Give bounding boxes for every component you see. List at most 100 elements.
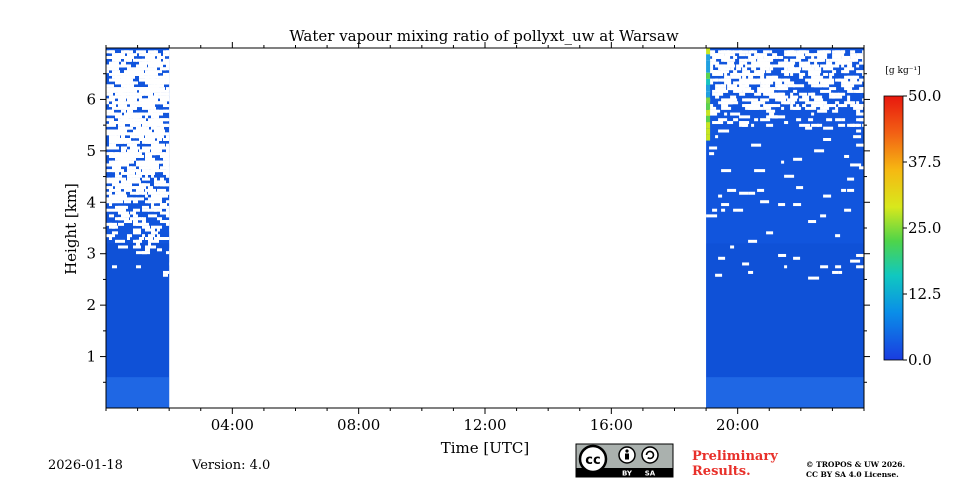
- missing-cell: [109, 188, 113, 192]
- missing-cell: [748, 191, 756, 195]
- missing-cell: [166, 104, 170, 108]
- missing-cell: [736, 72, 744, 76]
- missing-cell: [115, 169, 120, 173]
- missing-cell: [127, 132, 133, 136]
- missing-cell: [784, 81, 795, 85]
- missing-cell: [766, 115, 778, 119]
- missing-cell: [718, 194, 723, 198]
- missing-cell: [109, 95, 116, 99]
- missing-cell: [817, 78, 827, 82]
- missing-cell: [133, 200, 138, 204]
- missing-cell: [835, 265, 842, 269]
- missing-cell: [166, 163, 170, 167]
- missing-cell: [133, 53, 137, 57]
- missing-cell: [142, 126, 146, 130]
- missing-cell: [115, 146, 119, 150]
- missing-cell: [154, 183, 158, 187]
- missing-cell: [796, 67, 802, 71]
- missing-cell: [739, 84, 750, 88]
- missing-cell: [139, 132, 150, 136]
- missing-cell: [838, 270, 843, 274]
- missing-cell: [775, 81, 783, 85]
- missing-cell: [157, 112, 160, 116]
- missing-cell: [127, 58, 132, 62]
- missing-cell: [154, 118, 163, 122]
- missing-cell: [742, 70, 747, 74]
- missing-cell: [820, 104, 824, 108]
- missing-cell: [844, 208, 852, 212]
- missing-cell: [160, 194, 163, 198]
- missing-cell: [727, 101, 739, 105]
- missing-cell: [115, 140, 126, 144]
- missing-cell: [154, 78, 165, 82]
- missing-cell: [130, 197, 137, 201]
- missing-cell: [124, 200, 131, 204]
- missing-cell: [148, 92, 153, 96]
- missing-cell: [817, 55, 828, 59]
- missing-cell: [166, 109, 170, 113]
- y-axis-label: Height [km]: [62, 183, 80, 275]
- missing-cell: [106, 92, 113, 96]
- missing-cell: [166, 149, 170, 153]
- missing-cell: [148, 186, 153, 190]
- missing-cell: [739, 81, 750, 85]
- missing-cell: [136, 174, 142, 178]
- missing-cell: [742, 72, 754, 76]
- missing-cell: [154, 58, 160, 62]
- x-tick-label: 04:00: [211, 416, 254, 434]
- missing-cell: [862, 98, 864, 102]
- missing-cell: [148, 234, 155, 238]
- missing-cell: [160, 89, 170, 93]
- x-tick-label: 20:00: [716, 416, 759, 434]
- missing-cell: [136, 58, 146, 62]
- missing-cell: [109, 203, 112, 207]
- missing-cell: [127, 115, 137, 119]
- missing-cell: [160, 160, 166, 164]
- missing-cell: [715, 53, 725, 57]
- missing-cell: [166, 87, 170, 91]
- missing-cell: [790, 67, 796, 71]
- colorbar-tick-label: 25.0: [908, 219, 941, 237]
- missing-cell: [724, 89, 729, 93]
- missing-cell: [745, 58, 749, 62]
- missing-cell: [151, 194, 156, 198]
- missing-cell: [844, 84, 855, 88]
- missing-cell: [706, 50, 716, 54]
- missing-cell: [844, 58, 855, 62]
- missing-cell: [127, 177, 132, 181]
- missing-cell: [763, 89, 771, 93]
- missing-cell: [139, 78, 149, 82]
- missing-cell: [790, 98, 795, 102]
- missing-cell: [166, 157, 169, 161]
- x-tick-label: 12:00: [463, 416, 506, 434]
- missing-cell: [793, 89, 798, 93]
- missing-cell: [757, 89, 769, 93]
- missing-cell: [166, 61, 170, 65]
- missing-cell: [109, 109, 114, 113]
- missing-cell: [145, 78, 154, 82]
- missing-cell: [157, 84, 164, 88]
- missing-cell: [850, 55, 855, 59]
- missing-cell: [109, 146, 113, 150]
- edge-cell: [706, 115, 711, 123]
- missing-cell: [157, 188, 166, 192]
- missing-cell: [166, 251, 170, 255]
- missing-cell: [112, 64, 117, 68]
- date-label: 2026-01-18: [48, 458, 123, 473]
- missing-cell: [727, 61, 735, 65]
- missing-cell: [154, 123, 164, 127]
- missing-cell: [163, 104, 166, 108]
- missing-cell: [136, 72, 143, 76]
- missing-cell: [166, 208, 170, 212]
- missing-cell: [121, 157, 130, 161]
- missing-cell: [151, 225, 162, 229]
- missing-cell: [823, 138, 832, 141]
- missing-cell: [778, 87, 789, 91]
- missing-cell: [751, 67, 757, 71]
- missing-cell: [739, 50, 749, 54]
- missing-cell: [106, 200, 113, 204]
- missing-cell: [121, 163, 124, 167]
- missing-cell: [805, 61, 810, 65]
- missing-cell: [775, 78, 781, 82]
- missing-cell: [781, 160, 785, 164]
